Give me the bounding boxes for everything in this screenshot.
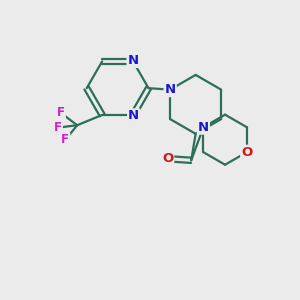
Text: F: F (57, 106, 65, 119)
Text: N: N (128, 54, 139, 67)
Text: N: N (198, 121, 209, 134)
Text: F: F (61, 134, 69, 146)
Text: N: N (128, 109, 139, 122)
Text: F: F (54, 121, 62, 134)
Text: O: O (241, 146, 252, 159)
Text: O: O (162, 152, 173, 165)
Text: N: N (165, 83, 176, 96)
